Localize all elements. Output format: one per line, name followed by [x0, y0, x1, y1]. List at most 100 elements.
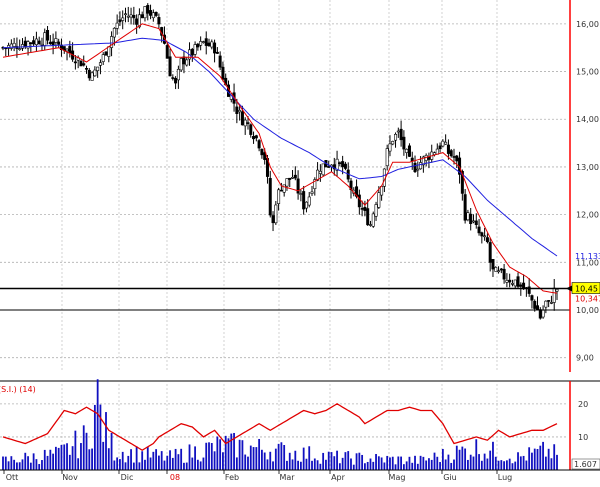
- volume-bar: [358, 452, 361, 470]
- volume-bar: [494, 456, 497, 470]
- candle-body: [101, 54, 105, 62]
- candle-body: [18, 48, 22, 50]
- volume-bar: [38, 464, 41, 470]
- volume-bar: [288, 452, 291, 470]
- volume-bar: [450, 462, 453, 470]
- volume-bar: [241, 440, 244, 470]
- volume-bar: [49, 449, 52, 470]
- volume-bar: [377, 456, 380, 470]
- candle-body: [508, 279, 512, 283]
- volume-bar: [91, 448, 93, 470]
- volume-bar: [191, 457, 194, 470]
- candle-body: [527, 286, 531, 294]
- volume-bar: [531, 452, 533, 470]
- volume-bar: [380, 457, 383, 470]
- candle-body: [37, 40, 41, 45]
- candle-body: [48, 41, 52, 44]
- volume-bar: [163, 460, 166, 470]
- volume-bar: [467, 459, 469, 470]
- volume-bar: [266, 459, 269, 470]
- candle-body: [438, 145, 442, 150]
- month-label-9: Lug: [498, 473, 512, 482]
- volume-bar: [308, 446, 311, 470]
- volume-bar: [544, 456, 547, 470]
- volume-bar: [66, 443, 68, 470]
- volume-bar: [149, 457, 152, 470]
- volume-bar: [60, 444, 63, 470]
- candle-body: [293, 174, 297, 179]
- volume-bar: [550, 458, 553, 470]
- volume-bar: [305, 458, 308, 470]
- volume-bar: [361, 454, 364, 470]
- candle-body: [302, 191, 306, 210]
- candle-body: [199, 41, 203, 46]
- ma-long-value: 11,133: [575, 252, 600, 261]
- candle-body: [82, 63, 86, 66]
- candle-body: [452, 156, 456, 158]
- candlesticks: [1, 3, 559, 320]
- volume-bar: [29, 462, 32, 470]
- candle-body: [483, 235, 487, 238]
- volume-bar: [419, 455, 422, 470]
- candle-body: [332, 164, 336, 170]
- volume-bar: [113, 460, 116, 470]
- volume-bar: [74, 430, 77, 470]
- volume-bar: [394, 464, 397, 470]
- candle-body: [321, 163, 325, 176]
- volume-bar: [503, 461, 506, 470]
- volume-bar: [82, 425, 85, 470]
- volume-bar: [4, 456, 7, 470]
- candle-body: [221, 66, 225, 80]
- candle-body: [538, 309, 542, 319]
- volume-bar: [333, 456, 336, 470]
- candle-body: [174, 78, 178, 84]
- candle-body: [497, 270, 501, 273]
- volume-bar: [88, 449, 91, 470]
- candle-body: [310, 191, 314, 194]
- candle-body: [213, 42, 217, 54]
- ma-long-line: [2, 37, 558, 257]
- candle-body: [151, 12, 155, 19]
- volume-bar: [311, 460, 313, 470]
- candle-body: [123, 13, 127, 16]
- volume-bar: [233, 432, 235, 470]
- candle-body: [129, 14, 133, 18]
- volume-bar: [219, 439, 222, 470]
- candle-body: [126, 15, 130, 18]
- candle-body: [235, 106, 239, 114]
- volume-bar: [319, 463, 322, 470]
- price-tick-label-1: 15,00: [576, 68, 599, 77]
- candle-body: [363, 207, 367, 211]
- month-label-2: Dic: [121, 473, 134, 482]
- volume-bar: [46, 455, 49, 470]
- candle-body: [218, 55, 222, 68]
- candle-body: [252, 136, 256, 140]
- volume-bar: [280, 442, 283, 470]
- volume-bar: [338, 463, 341, 470]
- volume-bar: [102, 441, 105, 470]
- volume-bar: [414, 455, 416, 470]
- candle-body: [246, 122, 250, 124]
- volume-bar: [157, 455, 160, 470]
- candle-body: [536, 305, 540, 311]
- candle-body: [416, 168, 420, 171]
- last-price-arrow: [566, 285, 572, 292]
- volume-bar: [252, 447, 255, 470]
- volume-bar: [397, 456, 400, 470]
- volume-bar: [539, 445, 542, 470]
- volume-bar: [453, 459, 455, 470]
- candle-body: [204, 38, 208, 46]
- volume-bar: [196, 459, 199, 470]
- price-tick-label-2: 14,00: [576, 115, 599, 124]
- candle-body: [176, 69, 180, 81]
- candle-body: [110, 36, 114, 48]
- volume-bar: [27, 456, 29, 470]
- volume-bar: [21, 459, 24, 470]
- month-label-5: Mar: [279, 473, 295, 482]
- indicator-last-value: 1.607: [574, 460, 597, 469]
- volume-bar: [32, 453, 35, 470]
- volume-bar: [141, 451, 144, 470]
- volume-bar: [205, 442, 208, 470]
- volume-bar: [135, 446, 138, 470]
- price-tick-label-6: 10,00: [576, 306, 599, 315]
